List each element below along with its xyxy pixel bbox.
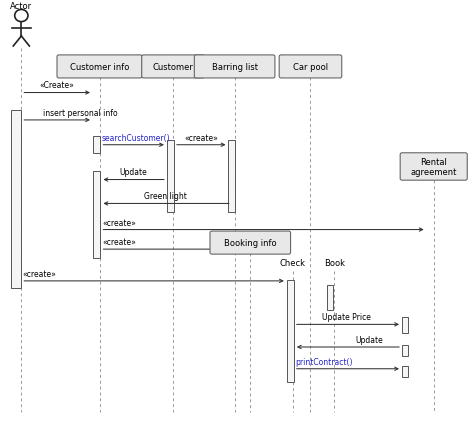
Text: searchCustomer(): searchCustomer() [102,133,171,142]
Text: printContract(): printContract() [295,357,352,366]
FancyBboxPatch shape [57,56,142,79]
Bar [228,141,235,213]
FancyBboxPatch shape [279,56,342,79]
Bar [402,345,408,356]
Bar [327,286,333,310]
FancyBboxPatch shape [194,56,275,79]
Text: Check: Check [280,258,306,267]
Text: Customer info: Customer info [70,63,129,72]
Bar [402,317,408,333]
Bar [93,137,100,154]
Text: «Create»: «Create» [39,81,74,90]
Bar [286,280,294,382]
Text: Car pool: Car pool [293,63,328,72]
Text: insert personal info: insert personal info [43,108,117,118]
Text: «create»: «create» [102,218,136,227]
Text: Green light: Green light [145,192,187,201]
Text: Update: Update [120,168,147,177]
Bar [93,171,100,258]
FancyBboxPatch shape [210,232,291,255]
FancyBboxPatch shape [142,56,204,79]
Text: «create»: «create» [23,269,56,278]
Text: Booking info: Booking info [224,239,277,247]
Bar [11,111,21,289]
Text: Update Price: Update Price [322,312,371,322]
Text: Rental
agreement: Rental agreement [410,158,457,177]
Text: Book: Book [324,258,345,267]
Text: Update: Update [356,335,383,344]
Text: Barring list: Barring list [211,63,258,72]
Text: «create»: «create» [102,237,136,247]
FancyBboxPatch shape [400,153,467,181]
Text: «create»: «create» [184,133,219,142]
Text: Customer: Customer [153,63,193,72]
Bar [166,141,173,213]
Bar [402,366,408,377]
Text: Actor: Actor [10,2,32,11]
